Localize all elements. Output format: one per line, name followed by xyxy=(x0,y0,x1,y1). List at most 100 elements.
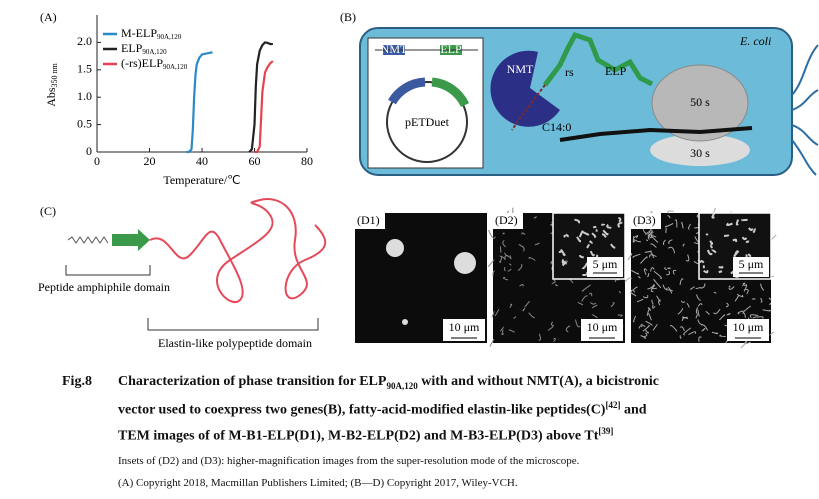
peptide-label: ELP xyxy=(605,64,627,78)
organism-label: E. coli xyxy=(739,34,771,48)
fiber xyxy=(760,297,763,303)
fiber xyxy=(617,221,623,228)
fiber xyxy=(688,223,691,230)
fiber xyxy=(742,312,746,318)
fiber xyxy=(653,279,662,289)
series-line xyxy=(254,60,274,154)
fiber xyxy=(682,243,685,247)
fiber xyxy=(732,238,738,243)
fiber xyxy=(588,240,593,244)
fiber xyxy=(578,254,584,259)
fiber xyxy=(762,309,771,312)
text: vector used to coexpress two genes(B), f… xyxy=(118,402,606,418)
fiber xyxy=(581,262,589,270)
fiber xyxy=(705,310,710,315)
fiber xyxy=(513,316,517,319)
fiber xyxy=(521,232,526,235)
fiber xyxy=(499,255,506,260)
fiber xyxy=(488,229,496,239)
fiber xyxy=(652,304,656,309)
fiber xyxy=(662,239,666,246)
fiber xyxy=(647,312,652,321)
fiber xyxy=(610,302,615,308)
fiber xyxy=(669,325,678,332)
fiber xyxy=(491,311,495,318)
x-tick-label: 0 xyxy=(94,154,100,168)
fiber xyxy=(640,256,648,264)
fiber xyxy=(667,267,671,270)
text: and xyxy=(620,402,647,418)
fiber xyxy=(502,276,509,281)
fiber xyxy=(645,329,650,334)
fiber xyxy=(502,232,505,235)
fiber xyxy=(504,255,508,261)
fiber xyxy=(666,289,674,292)
text: with and without NMT(A), a bicistronic xyxy=(417,374,659,389)
fiber xyxy=(649,254,657,258)
amphiphile xyxy=(67,236,109,244)
legend-entry: (-rs)ELP90A,120 xyxy=(121,56,188,71)
domain-label: Peptide amphiphile domain xyxy=(38,280,170,294)
x-axis-label: Temperature/℃ xyxy=(163,173,240,187)
lipid-chain xyxy=(511,84,546,131)
fiber xyxy=(509,255,512,260)
fiber xyxy=(601,233,607,238)
elp-chain xyxy=(543,31,654,87)
fiber xyxy=(697,309,700,317)
caption-label: Fig.8 xyxy=(62,374,92,389)
fiber xyxy=(509,303,513,309)
fiber xyxy=(518,244,525,252)
fiber xyxy=(668,239,673,245)
fiber xyxy=(630,269,639,275)
y-tick-label: 1.5 xyxy=(77,62,92,76)
fiber xyxy=(588,292,593,297)
fiber xyxy=(606,224,612,229)
fiber xyxy=(728,286,735,290)
fiber xyxy=(502,239,506,248)
fiber xyxy=(728,285,731,288)
fiber xyxy=(718,270,723,274)
elp-coil xyxy=(149,198,327,303)
fiber xyxy=(504,266,506,272)
fiber xyxy=(528,256,536,261)
fiber xyxy=(632,253,641,258)
particle xyxy=(386,239,404,257)
text: Characterization of phase transition for… xyxy=(118,374,387,389)
legend-sub: 90A,120 xyxy=(142,48,167,56)
fiber xyxy=(674,219,678,228)
fiber xyxy=(745,240,750,244)
fiber xyxy=(591,314,598,319)
y-tick-label: 1.0 xyxy=(77,89,92,103)
fiber xyxy=(640,323,646,328)
fiber xyxy=(768,297,772,300)
fiber xyxy=(581,284,591,292)
panel-label: (D1) xyxy=(357,213,380,227)
fiber xyxy=(741,236,748,241)
inset-scale: 5 μm xyxy=(593,257,618,271)
fiber xyxy=(517,263,523,271)
fiber xyxy=(551,279,556,284)
fiber xyxy=(744,288,749,294)
sup: [42] xyxy=(605,400,621,410)
fiber xyxy=(632,236,636,243)
inset-scale: 5 μm xyxy=(739,257,764,271)
fiber xyxy=(672,269,677,275)
caption-note: Insets of (D2) and (D3): higher-magnific… xyxy=(118,455,580,467)
fiber xyxy=(647,273,650,278)
fiber xyxy=(718,265,724,269)
fiber xyxy=(509,263,512,266)
fiber xyxy=(643,332,648,338)
fiber xyxy=(586,243,590,249)
fiber xyxy=(699,260,705,264)
fiber xyxy=(547,325,554,331)
fiber xyxy=(538,333,541,341)
fiber xyxy=(741,218,748,222)
plasmid-label: pETDuet xyxy=(405,115,450,129)
fiber xyxy=(638,275,641,279)
fiber xyxy=(577,301,584,306)
fiber xyxy=(705,233,709,236)
fiber xyxy=(658,299,661,306)
fiber xyxy=(651,299,654,305)
fiber xyxy=(647,232,650,240)
